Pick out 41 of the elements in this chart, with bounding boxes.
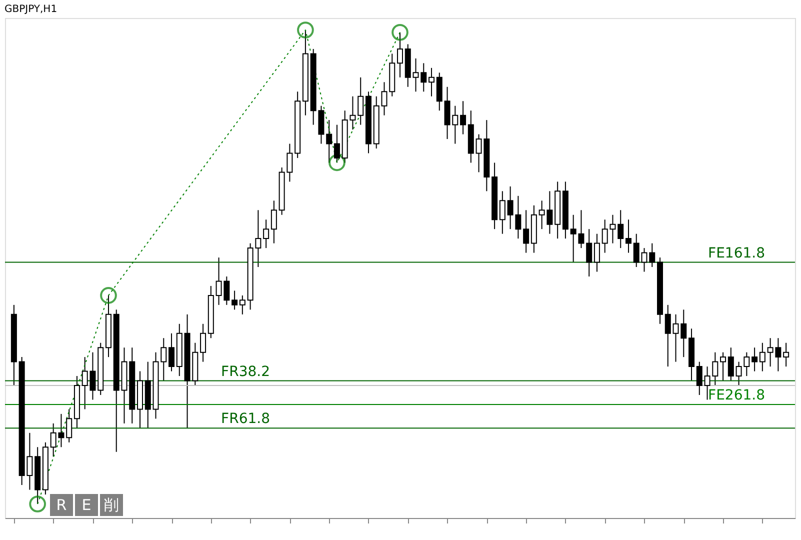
candlestick [397,32,403,78]
candlestick [436,72,442,112]
candlestick [649,242,656,268]
candlestick [358,76,364,126]
annotation: E [82,496,92,514]
candlestick [618,210,624,249]
chart-title: GBPJPY,H1 [4,4,58,15]
candlestick [499,190,506,234]
ref-line-label: FE261.8 [708,387,765,404]
annotation: R [56,496,67,514]
candlestick [200,323,206,362]
candlestick [664,304,671,368]
point [100,287,117,304]
point [29,496,46,512]
candlestick [720,352,726,382]
candlestick [783,342,790,368]
candlestick [696,361,702,396]
candlestick [232,290,238,310]
candlestick [752,347,758,372]
candlestick [460,100,466,135]
annotation: 削 [104,496,119,514]
candlestick [728,347,734,382]
point [328,154,346,172]
candlestick [523,210,530,254]
candlestick [66,408,72,443]
candlestick [594,233,600,272]
point [392,24,408,41]
ref-line-label: FR38.2 [221,364,270,380]
candlestick [239,294,246,315]
ref-line-label: FE161.8 [708,245,765,262]
candlestick [168,332,175,372]
candlestick [586,228,592,277]
candlestick [428,67,435,97]
candlestick [263,219,270,249]
ref-line-label: FR61.8 [221,411,270,428]
candlestick [759,342,766,372]
candlestick [326,120,332,164]
candlestick [270,200,277,244]
point [297,22,314,38]
candlestick [625,219,632,254]
candlestick [334,124,340,164]
